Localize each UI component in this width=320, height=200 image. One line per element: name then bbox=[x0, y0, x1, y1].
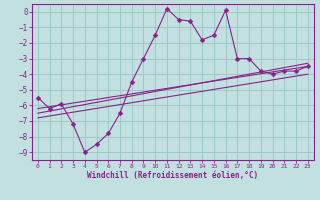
X-axis label: Windchill (Refroidissement éolien,°C): Windchill (Refroidissement éolien,°C) bbox=[87, 171, 258, 180]
